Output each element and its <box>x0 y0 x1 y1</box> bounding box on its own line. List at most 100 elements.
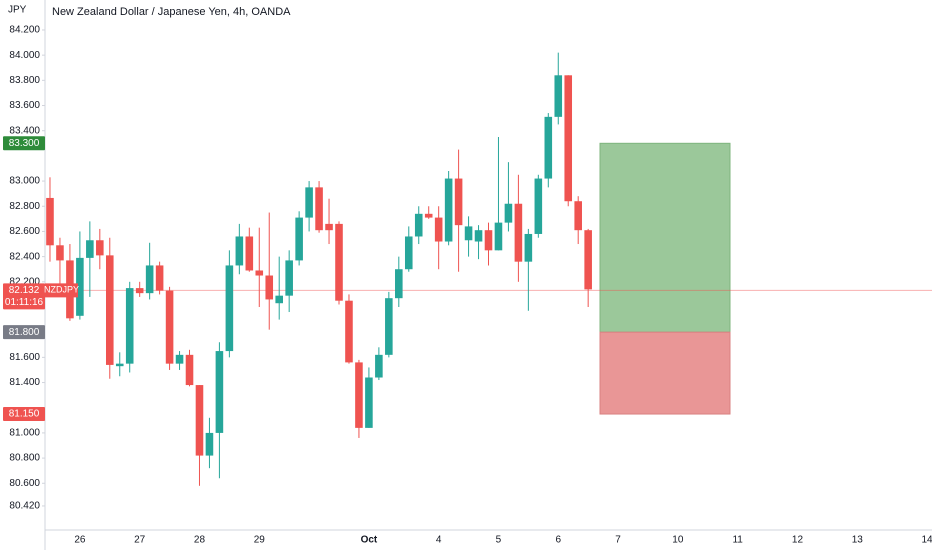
x-tick-label: Oct <box>361 535 378 546</box>
candle-body <box>564 75 573 202</box>
candle-body <box>534 178 543 234</box>
candle-body <box>155 265 164 291</box>
target-price-tag: 83.300 <box>9 138 40 149</box>
x-tick-label: 26 <box>74 535 86 546</box>
candle-body <box>295 217 303 261</box>
x-tick-label: 11 <box>732 535 743 546</box>
x-tick-label: 7 <box>615 535 621 546</box>
candle-body <box>245 236 254 271</box>
candle-body <box>375 354 383 378</box>
candle-body <box>205 432 214 456</box>
candle-body <box>275 295 283 304</box>
candle-body <box>125 288 134 364</box>
candle-body <box>494 222 503 251</box>
y-tick-label: 84.000 <box>9 50 40 61</box>
candle-body <box>544 116 553 179</box>
y-tick-label: 83.600 <box>9 100 40 111</box>
x-tick-label: 10 <box>672 535 684 546</box>
x-tick-label: 28 <box>194 535 206 546</box>
candle-body <box>474 230 483 242</box>
target-price-tag-bg <box>3 136 45 151</box>
symbol-bg <box>45 283 78 298</box>
chart-title: New Zealand Dollar / Japanese Yen, 4h, O… <box>52 6 291 18</box>
candle-body <box>46 197 54 246</box>
profit-zone <box>599 142 731 333</box>
candle-body <box>325 223 333 231</box>
candle-body <box>454 178 463 226</box>
candle-body <box>385 298 393 355</box>
candle-body <box>235 236 244 266</box>
y-tick-label: 82.800 <box>9 201 40 212</box>
countdown: 01:11:16 <box>5 297 44 308</box>
candle-body <box>115 363 124 367</box>
candle-body <box>135 288 144 294</box>
x-tick-label: 12 <box>792 535 804 546</box>
candle-body <box>514 203 523 262</box>
y-tick-label: 81.000 <box>9 428 40 439</box>
candle-body <box>76 257 84 316</box>
y-tick-label: 81.400 <box>9 377 40 388</box>
current-price-label: 82.132 <box>9 285 40 296</box>
x-tick-label: 27 <box>134 535 146 546</box>
candle-body <box>524 233 533 262</box>
x-tick-label: 14 <box>921 535 932 546</box>
y-tick-label: 82.400 <box>9 251 40 262</box>
x-tick-label: 5 <box>496 535 502 546</box>
candle-body <box>315 187 323 231</box>
candle-body <box>574 201 582 231</box>
candle-body <box>404 236 413 270</box>
candle-body <box>464 226 473 241</box>
candle-body <box>105 255 114 365</box>
candle-body <box>434 217 443 242</box>
x-tick-label: 13 <box>852 535 864 546</box>
y-axis-label: JPY <box>8 5 27 16</box>
candle-body <box>165 290 174 364</box>
candle-body <box>195 385 204 456</box>
candle-body <box>345 300 353 363</box>
y-tick-label: 83.800 <box>9 75 40 86</box>
candle-body <box>424 213 433 218</box>
candle-body <box>335 223 343 301</box>
y-tick-label: 84.200 <box>9 25 40 36</box>
candle-body <box>185 354 194 386</box>
y-tick-label: 82.600 <box>9 226 40 237</box>
candle-body <box>56 245 64 261</box>
y-tick-label: 83.400 <box>9 125 40 136</box>
candle-body <box>175 354 184 364</box>
candle-body <box>395 269 403 299</box>
candle-body <box>444 178 453 242</box>
entry-price-tag-bg <box>3 325 45 340</box>
entry-price-tag: 81.800 <box>9 327 40 338</box>
loss-zone <box>599 331 731 415</box>
candle-body <box>584 230 592 290</box>
candle-body <box>145 265 154 294</box>
candle-body <box>285 260 293 296</box>
y-tick-label: 80.800 <box>9 453 40 464</box>
stop-price-tag: 81.150 <box>9 409 40 420</box>
candle-body <box>265 275 274 300</box>
y-tick-label: 82.200 <box>9 276 40 287</box>
candle-body <box>96 240 104 256</box>
candle-body <box>504 203 513 223</box>
y-tick-label: 80.600 <box>9 478 40 489</box>
candle-body <box>554 75 563 117</box>
candle-body <box>305 187 313 218</box>
stop-price-tag-bg <box>3 407 45 422</box>
candle-body <box>365 377 373 428</box>
candle-body <box>255 270 264 276</box>
candle-body <box>414 213 423 237</box>
x-tick-label: 4 <box>436 535 442 546</box>
candle-body <box>86 240 94 258</box>
candle-body <box>215 351 224 433</box>
y-tick-label: 80.420 <box>9 501 40 512</box>
candle-body <box>355 362 363 428</box>
x-tick-label: 6 <box>555 535 561 546</box>
y-tick-label: 81.600 <box>9 352 40 363</box>
symbol-label: NZDJPY <box>44 285 79 295</box>
x-tick-label: 29 <box>254 535 266 546</box>
current-price-bg <box>3 283 45 310</box>
candle-body <box>484 230 493 251</box>
y-tick-label: 83.000 <box>9 176 40 187</box>
